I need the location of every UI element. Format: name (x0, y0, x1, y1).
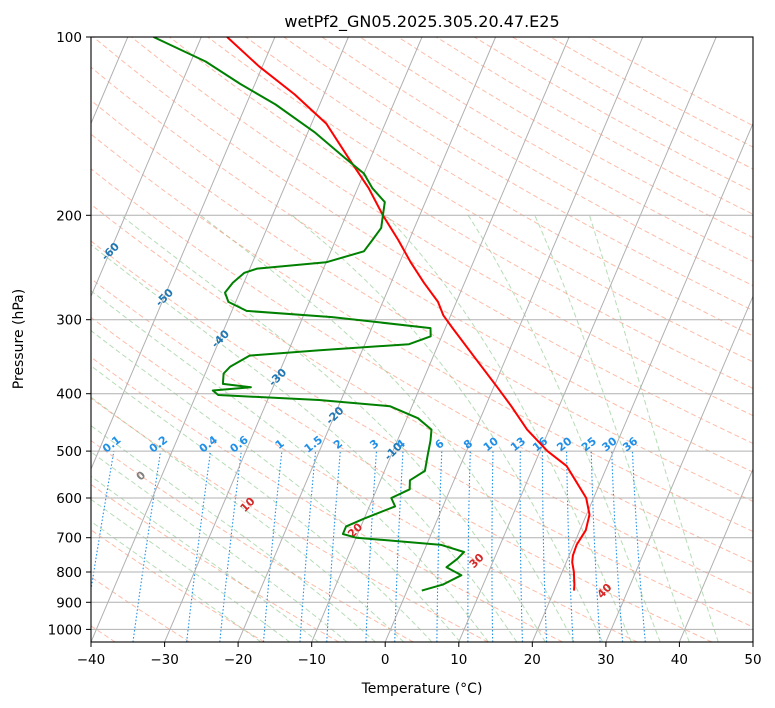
x-tick-label: −40 (77, 652, 106, 668)
mixing-ratio-line (467, 451, 471, 642)
mixing-ratio-line (299, 451, 317, 642)
y-tick-label: 600 (56, 491, 82, 507)
dry-adiabat-line (207, 37, 753, 363)
y-tick-label: 400 (56, 387, 82, 403)
isotherm-line (458, 37, 717, 642)
x-tick-label: −10 (297, 652, 326, 668)
moist-adiabat-line (91, 244, 518, 642)
dry-adiabat-line (91, 356, 563, 642)
y-tick-label: 800 (56, 565, 82, 581)
moist-adiabat-line (91, 330, 461, 642)
isotherm-lines (91, 37, 753, 642)
moist-adiabat-line (385, 214, 632, 642)
moist-adiabat-line (91, 396, 404, 642)
y-tick-label: 700 (56, 531, 82, 547)
dry-adiabat-line (91, 203, 753, 595)
isotherm-line (531, 122, 753, 642)
y-tick-label: 200 (56, 208, 82, 224)
dry-adiabat-line (91, 133, 753, 533)
x-tick-label: 30 (597, 652, 614, 668)
moist-adiabat-line (291, 214, 604, 642)
moist-adiabat-line (91, 451, 348, 642)
moist-adiabat-line (91, 520, 262, 642)
mixing-ratio-line (326, 451, 341, 642)
isotherm-line (311, 37, 570, 642)
dry-adiabat-line (91, 168, 753, 563)
y-tick-label: 100 (56, 30, 82, 46)
x-tick-label: 10 (450, 652, 467, 668)
mixing-ratio-line (262, 451, 283, 642)
x-tick-label: 50 (744, 652, 761, 668)
y-tick-label: 500 (56, 444, 82, 460)
moist-adiabat-line (91, 365, 433, 642)
isotherm-line (164, 37, 423, 642)
x-tick-label: −20 (224, 652, 253, 668)
isotherm-line (91, 37, 202, 298)
dewpoint-line (153, 37, 465, 592)
moist-adiabat-line (200, 214, 575, 642)
isotherm-line (91, 37, 276, 471)
isobar-gridlines (91, 37, 753, 630)
isotherm-line (678, 467, 753, 642)
dry-adiabat-line (91, 240, 753, 628)
moist-adiabat-line (120, 214, 546, 642)
plot-frame (90, 36, 754, 643)
moist-adiabat-line (534, 215, 690, 642)
y-tick-label: 300 (56, 313, 82, 329)
x-tick-label: −30 (150, 652, 179, 668)
sounding-series (153, 37, 591, 592)
mixing-ratio-line (519, 451, 524, 642)
mixing-ratio-line (541, 451, 548, 642)
y-axis-label: Pressure (hPa) (11, 289, 27, 389)
y-tick-label: 1000 (48, 622, 82, 638)
dry-adiabat-line (91, 397, 489, 642)
x-tick-label: 40 (671, 652, 688, 668)
y-tick-label: 900 (56, 595, 82, 611)
dry-adiabat-line (91, 316, 638, 642)
x-tick-label: 0 (381, 652, 390, 668)
moist-adiabat-line (91, 290, 489, 642)
mixing-ratio-line (365, 451, 378, 642)
dry-adiabat-line (131, 37, 753, 417)
dry-adiabat-line (91, 529, 265, 642)
isotherm-line (91, 37, 349, 642)
axis-ticks: −40 −30 −20 −10 0 10 20 30 40 50 100 200 300 400 500 60… (48, 30, 762, 668)
mixing-ratio-line (219, 451, 242, 642)
mixing-ratio-line (590, 451, 601, 642)
moist-adiabat-line (91, 425, 376, 642)
isotherm-line (237, 37, 497, 642)
moist-adiabats (91, 214, 719, 642)
chart-title: wetPf2_GN05.2025.305.20.47.E25 (284, 12, 559, 32)
dry-adiabat-line (91, 99, 753, 502)
moist-adiabat-line (589, 215, 719, 642)
x-tick-label: 20 (524, 652, 541, 668)
moist-adiabat-line (91, 475, 319, 642)
mixing-ratio-line (566, 451, 574, 642)
isotherm-line (384, 37, 644, 642)
dry-adiabat-line (169, 37, 753, 389)
temperature-line (226, 37, 591, 591)
isotherm-line (605, 294, 753, 642)
mixing-ratio-line (436, 451, 443, 642)
mixing-ratio-line (611, 451, 624, 642)
dry-adiabat-line (91, 278, 713, 642)
x-axis-label: Temperature (°C) (361, 681, 483, 697)
